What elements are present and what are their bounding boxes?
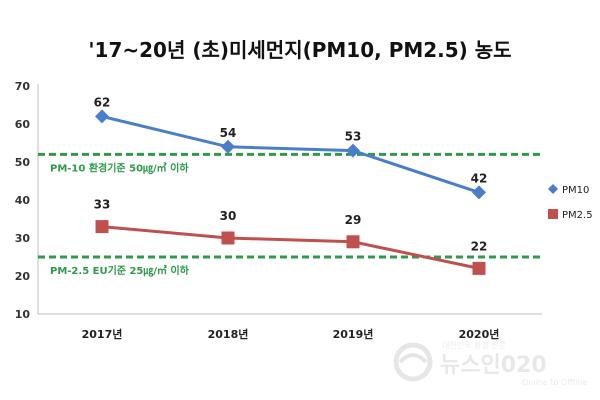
x-tick-label: 2018년 — [208, 327, 249, 341]
data-label: 53 — [345, 130, 362, 144]
x-tick-label: 2019년 — [333, 327, 374, 341]
data-point — [472, 185, 486, 200]
data-label: 29 — [345, 213, 362, 227]
y-tick-label: 60 — [15, 118, 31, 131]
data-point — [221, 139, 235, 154]
data-label: 22 — [471, 239, 488, 253]
y-tick-label: 20 — [15, 270, 31, 283]
y-tick-label: 50 — [15, 156, 31, 169]
watermark-subline: Online to Offline — [522, 378, 587, 387]
y-tick-label: 40 — [15, 194, 31, 207]
legend-marker — [548, 184, 558, 194]
x-tick-label: 2020년 — [459, 327, 500, 341]
data-point — [95, 109, 109, 124]
watermark-tagline: 대한민국 환경 신문 — [442, 340, 506, 350]
watermark-name: 뉴스인020 — [440, 353, 547, 378]
data-label: 42 — [471, 171, 488, 185]
series-line-pm25 — [101, 225, 480, 270]
reference-line-label: PM-2.5 EU기준 25㎍/㎥ 이하 — [50, 264, 190, 277]
legend-label: PM10 — [562, 185, 589, 196]
data-label: 54 — [220, 126, 237, 140]
data-point — [472, 261, 486, 275]
watermark: 대한민국 환경 신문 뉴스인020 Online to Offline — [393, 340, 587, 387]
series-line-pm10 — [101, 114, 480, 194]
legend: PM10 PM2.5 — [548, 184, 593, 221]
axes: 10 20 30 40 50 60 70 2017년 2018년 2019년 2020년 — [15, 80, 542, 341]
data-label: 33 — [94, 198, 111, 212]
data-point — [346, 235, 360, 249]
data-point — [346, 143, 360, 158]
reference-lines: PM-10 환경기준 50㎍/㎥ 이하 PM-2.5 EU기준 25㎍/㎥ 이하 — [38, 152, 542, 277]
data-point — [95, 220, 109, 234]
legend-marker — [548, 209, 558, 219]
y-tick-label: 10 — [15, 308, 31, 321]
watermark-logo-icon — [393, 342, 433, 382]
data-label: 30 — [220, 209, 237, 223]
chart-title: '17~20년 (초)미세먼지(PM10, PM2.5) 농도 — [88, 38, 511, 62]
x-tick-label: 2017년 — [82, 327, 123, 341]
y-tick-label: 30 — [15, 232, 31, 245]
reference-line-label: PM-10 환경기준 50㎍/㎥ 이하 — [50, 161, 189, 174]
data-label: 62 — [94, 95, 111, 109]
legend-label: PM2.5 — [562, 210, 593, 221]
y-tick-label: 70 — [15, 80, 31, 93]
data-point — [221, 231, 235, 245]
series-layer: 62 54 53 42 33 30 29 22 — [94, 95, 488, 275]
